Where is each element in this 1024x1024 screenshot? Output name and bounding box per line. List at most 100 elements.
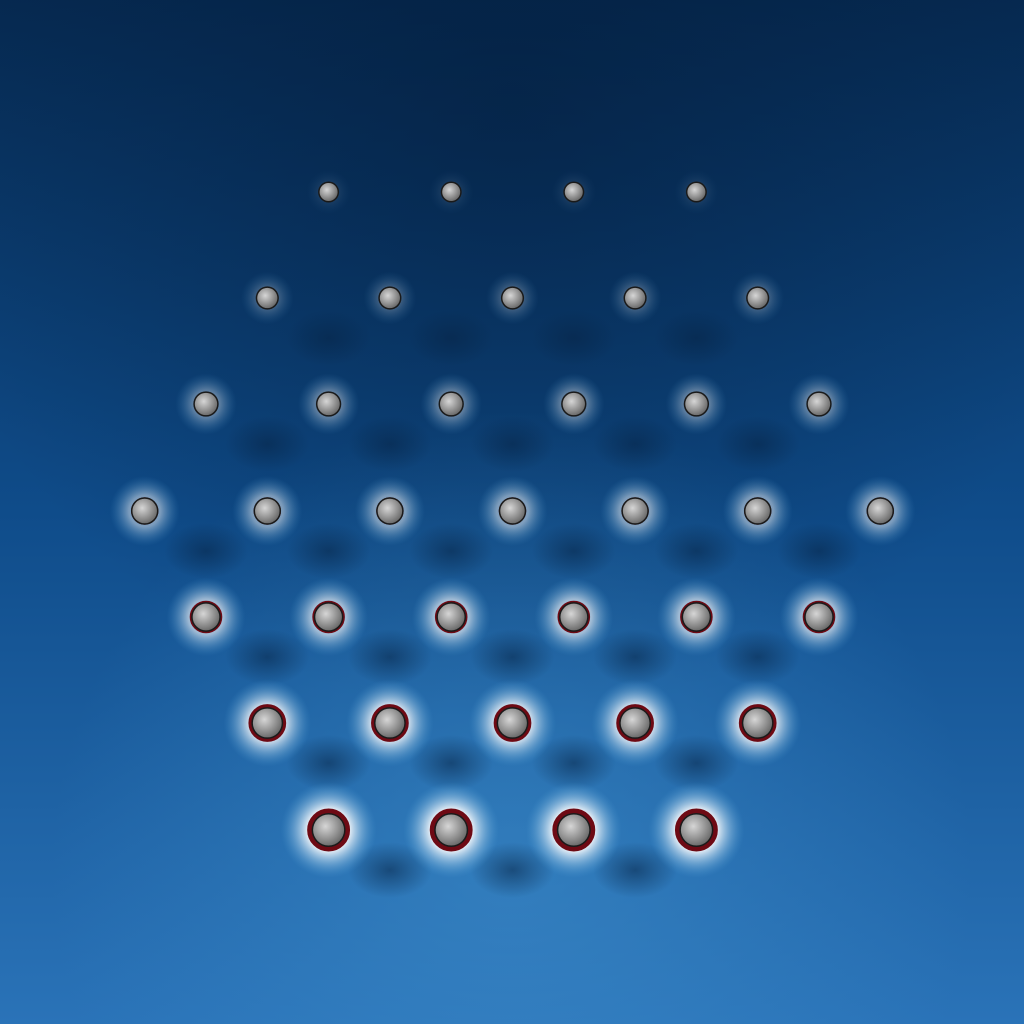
particle — [845, 476, 916, 546]
particle — [240, 271, 294, 325]
particle-ring — [434, 600, 468, 634]
particle — [280, 782, 377, 878]
dark-pockets — [164, 310, 861, 898]
interstitial-shadow — [593, 629, 678, 685]
interstitial-shadow — [531, 523, 616, 579]
interstitial-shadow — [654, 735, 739, 791]
particle-sphere — [680, 814, 712, 846]
particle-sphere — [315, 603, 342, 631]
interstitial-shadow — [225, 629, 310, 685]
particle — [232, 476, 303, 546]
particle — [354, 476, 425, 546]
particle-sphere — [558, 814, 590, 846]
particle — [289, 577, 368, 657]
interstitial-shadow — [347, 629, 432, 685]
particle — [363, 271, 417, 325]
particle-ring — [307, 808, 351, 852]
particle-ring — [552, 808, 596, 852]
interstitial-shadow — [286, 523, 371, 579]
particle — [525, 782, 622, 878]
particle-sphere — [625, 287, 646, 309]
interstitial-shadow — [531, 310, 616, 366]
particle-sphere — [255, 498, 280, 524]
particle — [429, 170, 474, 214]
particle-sphere — [379, 287, 400, 309]
particle-sphere — [747, 287, 768, 309]
particle — [665, 373, 728, 435]
particle-sphere — [252, 708, 282, 738]
particle-ring — [493, 704, 532, 742]
interstitial-shadow — [654, 310, 739, 366]
particle-ring — [557, 600, 591, 634]
particle — [534, 577, 614, 657]
interstitial-shadow — [654, 523, 739, 579]
particle-ring — [312, 600, 345, 634]
particle-ring — [371, 704, 409, 742]
particle-ring — [802, 600, 836, 634]
particle-ring — [738, 704, 777, 742]
particle-sphere — [500, 498, 525, 524]
particle — [166, 577, 246, 657]
particle-sphere — [132, 498, 157, 524]
interstitial-shadow — [593, 416, 678, 472]
particle-sphere — [683, 603, 710, 631]
interstitial-shadow — [715, 416, 800, 472]
particle-sphere — [440, 392, 463, 416]
particle — [420, 373, 482, 435]
particle-ring — [674, 808, 718, 852]
particle — [779, 577, 859, 657]
particle-sphere — [868, 498, 893, 524]
interstitial-shadow — [470, 629, 555, 685]
particle — [591, 679, 679, 767]
particle-sphere — [620, 708, 650, 738]
particle — [600, 476, 671, 546]
particle-sphere — [743, 708, 773, 738]
particle-sphere — [687, 183, 706, 201]
particle-ring — [616, 704, 654, 742]
interstitial-shadow — [409, 523, 494, 579]
particle-sphere — [622, 498, 648, 524]
interstitial-shadow — [225, 416, 310, 472]
interstitial-shadow — [409, 735, 494, 791]
particle-sphere — [745, 498, 770, 524]
particle — [297, 373, 360, 435]
particle — [306, 170, 351, 214]
particle-sphere — [442, 183, 461, 201]
particle-sphere — [375, 708, 405, 738]
particle — [731, 271, 785, 325]
particle — [543, 373, 605, 435]
particle-sphere — [560, 603, 588, 631]
particle-sphere — [498, 708, 527, 738]
interstitial-shadow — [409, 310, 494, 366]
particle-ring — [248, 704, 287, 742]
particle — [788, 373, 850, 435]
particle — [411, 577, 491, 657]
particle-sphere — [437, 603, 465, 631]
particle — [657, 577, 736, 657]
particle-sphere — [317, 392, 340, 416]
particle-lattice — [109, 170, 916, 878]
particle-sphere — [313, 814, 345, 846]
particle-sphere — [685, 392, 708, 416]
particle-sphere — [377, 498, 403, 524]
particle — [468, 679, 557, 767]
particle-sphere — [435, 814, 467, 846]
particle — [403, 782, 500, 878]
interstitial-shadow — [347, 416, 432, 472]
particle — [486, 271, 539, 325]
particle-sphere — [805, 603, 833, 631]
particle — [674, 170, 719, 214]
interstitial-shadow — [286, 735, 371, 791]
interstitial-shadow — [531, 735, 616, 791]
particle — [722, 476, 793, 546]
particle — [346, 679, 434, 767]
particle — [223, 679, 311, 767]
particle-sphere — [319, 183, 338, 201]
particle-ring — [429, 808, 473, 852]
interstitial-shadow — [470, 416, 555, 472]
particle-sphere — [192, 603, 220, 631]
particle — [608, 271, 662, 325]
particle — [648, 782, 745, 878]
